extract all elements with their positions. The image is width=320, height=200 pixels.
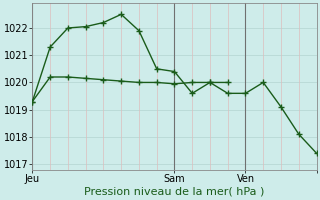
X-axis label: Pression niveau de la mer( hPa ): Pression niveau de la mer( hPa ) (84, 187, 265, 197)
